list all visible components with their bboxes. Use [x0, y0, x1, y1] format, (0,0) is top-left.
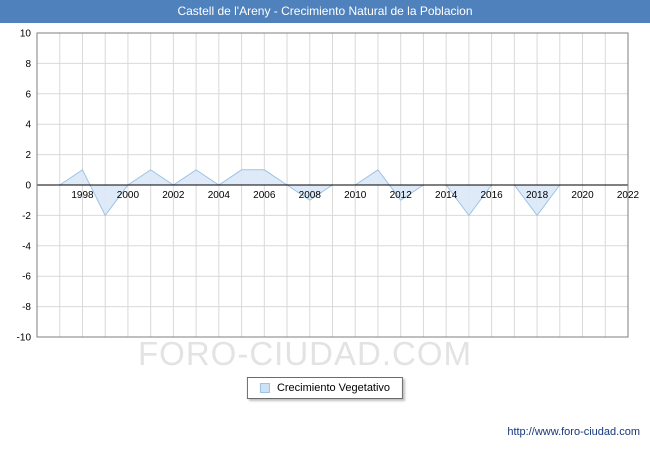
svg-text:0: 0 — [25, 181, 31, 192]
svg-text:-6: -6 — [22, 272, 31, 283]
svg-text:2000: 2000 — [117, 190, 140, 201]
svg-text:6: 6 — [25, 89, 31, 100]
svg-text:2014: 2014 — [435, 190, 458, 201]
svg-text:1998: 1998 — [71, 190, 94, 201]
legend-label: Crecimiento Vegetativo — [276, 382, 391, 394]
svg-text:8: 8 — [25, 59, 31, 70]
svg-text:-8: -8 — [22, 302, 31, 313]
svg-text:10: 10 — [20, 29, 32, 40]
svg-text:2020: 2020 — [571, 190, 594, 201]
svg-text:2: 2 — [25, 150, 31, 161]
legend: Crecimiento Vegetativo — [246, 377, 404, 399]
svg-text:2018: 2018 — [526, 190, 549, 201]
svg-text:4: 4 — [25, 120, 31, 131]
svg-text:2012: 2012 — [390, 190, 413, 201]
svg-text:2016: 2016 — [480, 190, 503, 201]
svg-text:2008: 2008 — [299, 190, 322, 201]
svg-text:2004: 2004 — [208, 190, 231, 201]
legend-marker-icon — [259, 383, 270, 393]
svg-text:-4: -4 — [22, 241, 31, 252]
svg-text:2006: 2006 — [253, 190, 276, 201]
footer-url[interactable]: http://www.foro-ciudad.com — [507, 426, 640, 438]
svg-text:2010: 2010 — [344, 190, 367, 201]
svg-text:2022: 2022 — [617, 190, 640, 201]
svg-text:-10: -10 — [17, 333, 32, 344]
chart-title-bar: Castell de l'Areny - Crecimiento Natural… — [0, 0, 650, 23]
svg-text:2002: 2002 — [162, 190, 185, 201]
svg-text:-2: -2 — [22, 211, 31, 222]
